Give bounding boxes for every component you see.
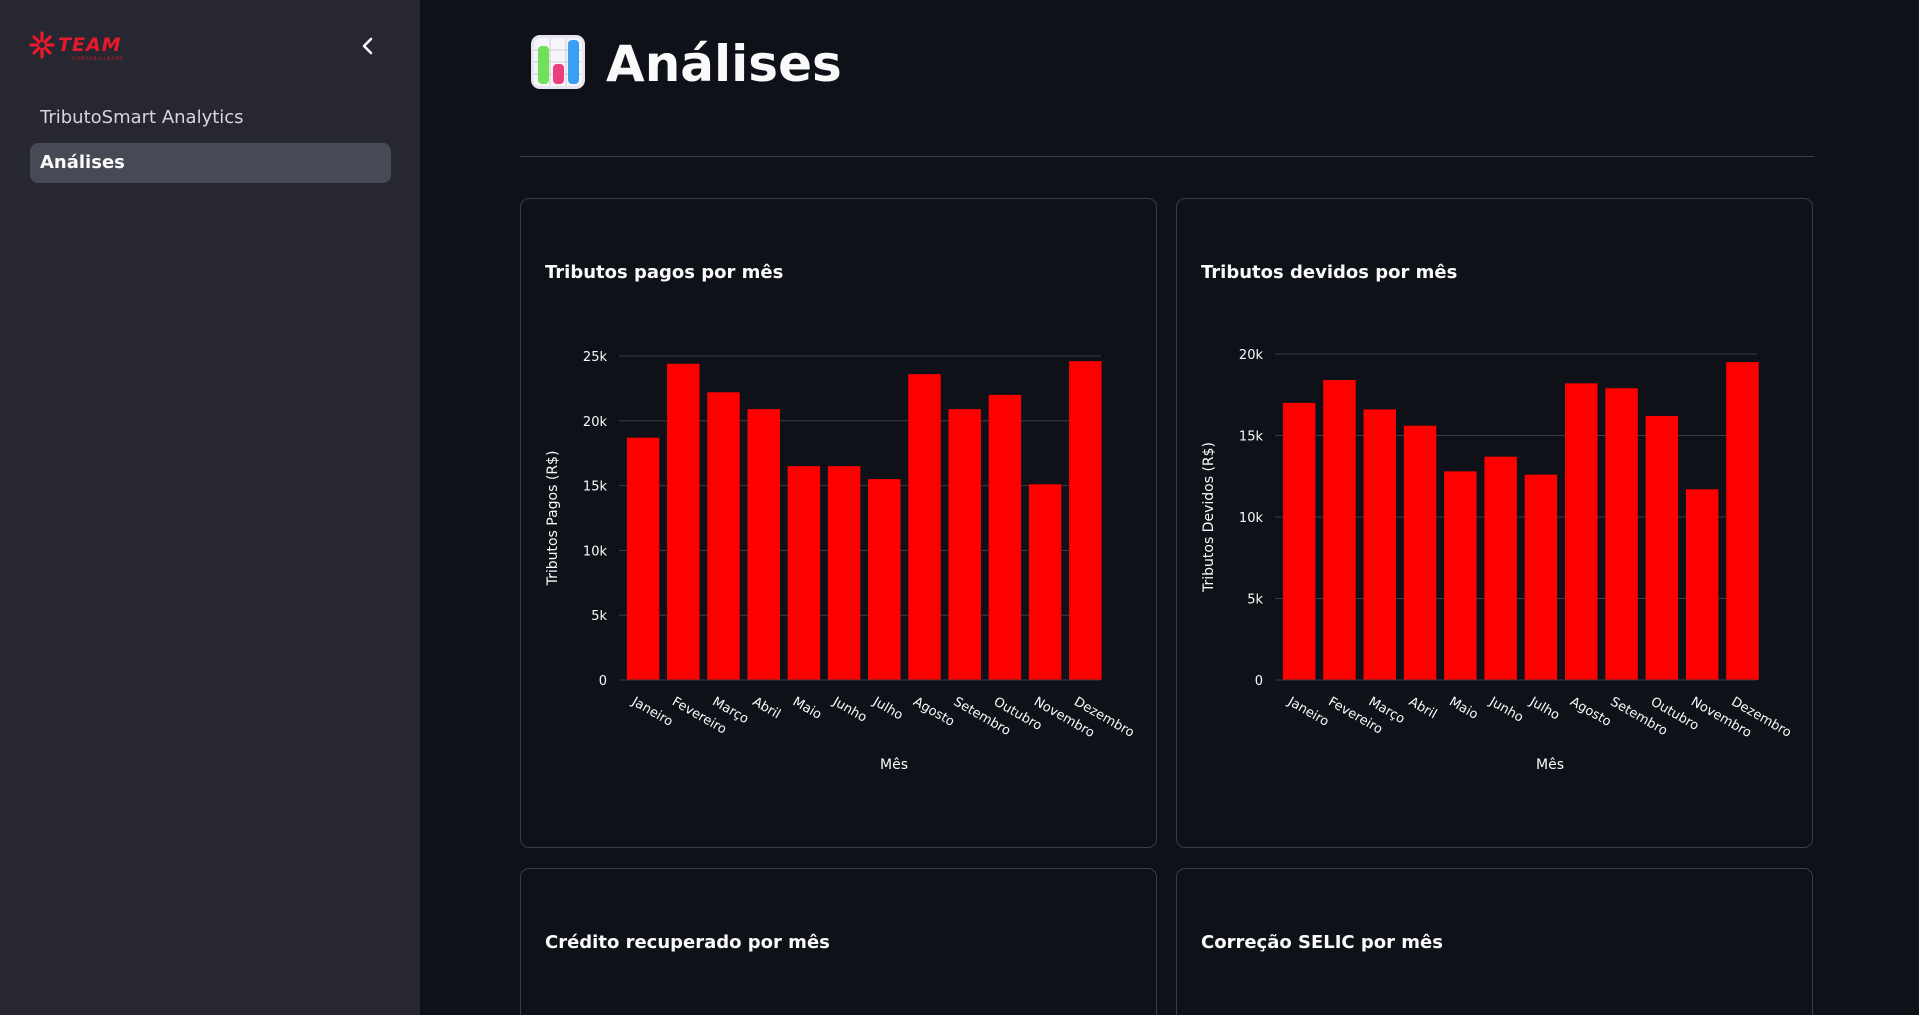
tributos-pagos-chart: 05k10k15k20k25kJaneiroFevereiroMarçoAbri… [545, 350, 1137, 773]
y-tick-label: 5k [591, 609, 607, 624]
chart-card-correcao-selic: Correção SELIC por mês [1176, 868, 1813, 1015]
bar [1444, 471, 1477, 680]
bar [707, 392, 740, 680]
team-logo: TEAM CONTABILIDADE [29, 31, 124, 62]
bar [948, 409, 981, 680]
chart-title: Tributos devidos por mês [1201, 262, 1458, 283]
bar [787, 466, 821, 680]
x-tick-label: Junho [1486, 694, 1526, 726]
bar [827, 466, 861, 680]
chart-card-credito-recuperado: Crédito recuperado por mês [520, 868, 1157, 1015]
bar [1323, 380, 1356, 680]
bar-chart-icon [531, 35, 585, 89]
bar [908, 374, 941, 680]
x-tick-label: Julho [1526, 694, 1562, 723]
y-tick-label: 10k [583, 544, 608, 559]
y-tick-label: 15k [583, 480, 608, 495]
x-tick-label: Janeiro [628, 694, 675, 730]
x-tick-label: Abril [750, 694, 783, 722]
chart-title: Tributos pagos por mês [545, 262, 784, 283]
bar [1565, 383, 1598, 680]
bar [1726, 362, 1759, 680]
bar [1645, 415, 1679, 680]
x-tick-label: Agosto [1567, 694, 1613, 729]
bar [1685, 489, 1719, 680]
nav-item-label: TributoSmart Analytics [40, 107, 244, 128]
y-tick-label: 20k [583, 415, 608, 430]
chart-card-tributos-pagos: Tributos pagos por mês 0 5k 10k 15k 20k 25k Ja… [520, 198, 1157, 848]
bar [1484, 456, 1517, 680]
x-tick-label: Maio [790, 694, 824, 722]
y-tick-label: 5k [1247, 593, 1263, 608]
x-tick-label: Janeiro [1284, 694, 1331, 730]
bar [1403, 425, 1437, 680]
collapse-sidebar-button[interactable] [354, 32, 382, 60]
y-tick-label: 15k [1239, 430, 1264, 445]
chevron-left-icon [362, 37, 373, 55]
logo-subtext: CONTABILIDADE [72, 56, 124, 62]
y-axis-title: Tributos Pagos (R$) [545, 451, 561, 587]
x-tick-label: Julho [869, 694, 905, 723]
bar [988, 394, 1022, 680]
bar [667, 363, 700, 680]
sidebar: TEAM CONTABILIDADE TributoSmart Analytic… [0, 0, 420, 1015]
nav-item-analises[interactable]: Análises [30, 143, 391, 183]
bar [1363, 409, 1396, 680]
page-title: Análises [606, 35, 842, 93]
y-tick-label: 20k [1239, 348, 1264, 363]
chart-card-tributos-devidos: Tributos devidos por mês 0 5k 10k 15k 20k Jan… [1176, 198, 1813, 848]
y-tick-label: 10k [1239, 511, 1264, 526]
x-tick-label: Maio [1446, 694, 1480, 722]
nav-item-tributosmart-analytics[interactable]: TributoSmart Analytics [30, 98, 391, 138]
divider [520, 156, 1814, 157]
logo-text: TEAM [58, 34, 122, 56]
chart-title: Crédito recuperado por mês [545, 932, 830, 953]
bar [1028, 484, 1062, 680]
bar [868, 479, 901, 680]
y-axis-title: Tributos Devidos (R$) [1201, 442, 1217, 593]
y-tick-label: 25k [583, 350, 608, 365]
bar [747, 409, 780, 680]
y-tick-label: 0 [1255, 674, 1263, 689]
x-axis-title: Mês [880, 757, 908, 773]
bar [1069, 361, 1102, 680]
bar [1524, 474, 1558, 680]
bar [1282, 402, 1316, 680]
bar [626, 437, 660, 680]
nav-item-label: Análises [40, 152, 125, 173]
x-axis-title: Mês [1536, 757, 1564, 773]
chart-title: Correção SELIC por mês [1201, 932, 1443, 953]
x-tick-label: Junho [829, 694, 869, 726]
x-tick-label: Agosto [911, 694, 957, 729]
x-tick-label: Abril [1406, 694, 1439, 722]
bar [1605, 388, 1638, 680]
y-tick-label: 0 [599, 674, 607, 689]
